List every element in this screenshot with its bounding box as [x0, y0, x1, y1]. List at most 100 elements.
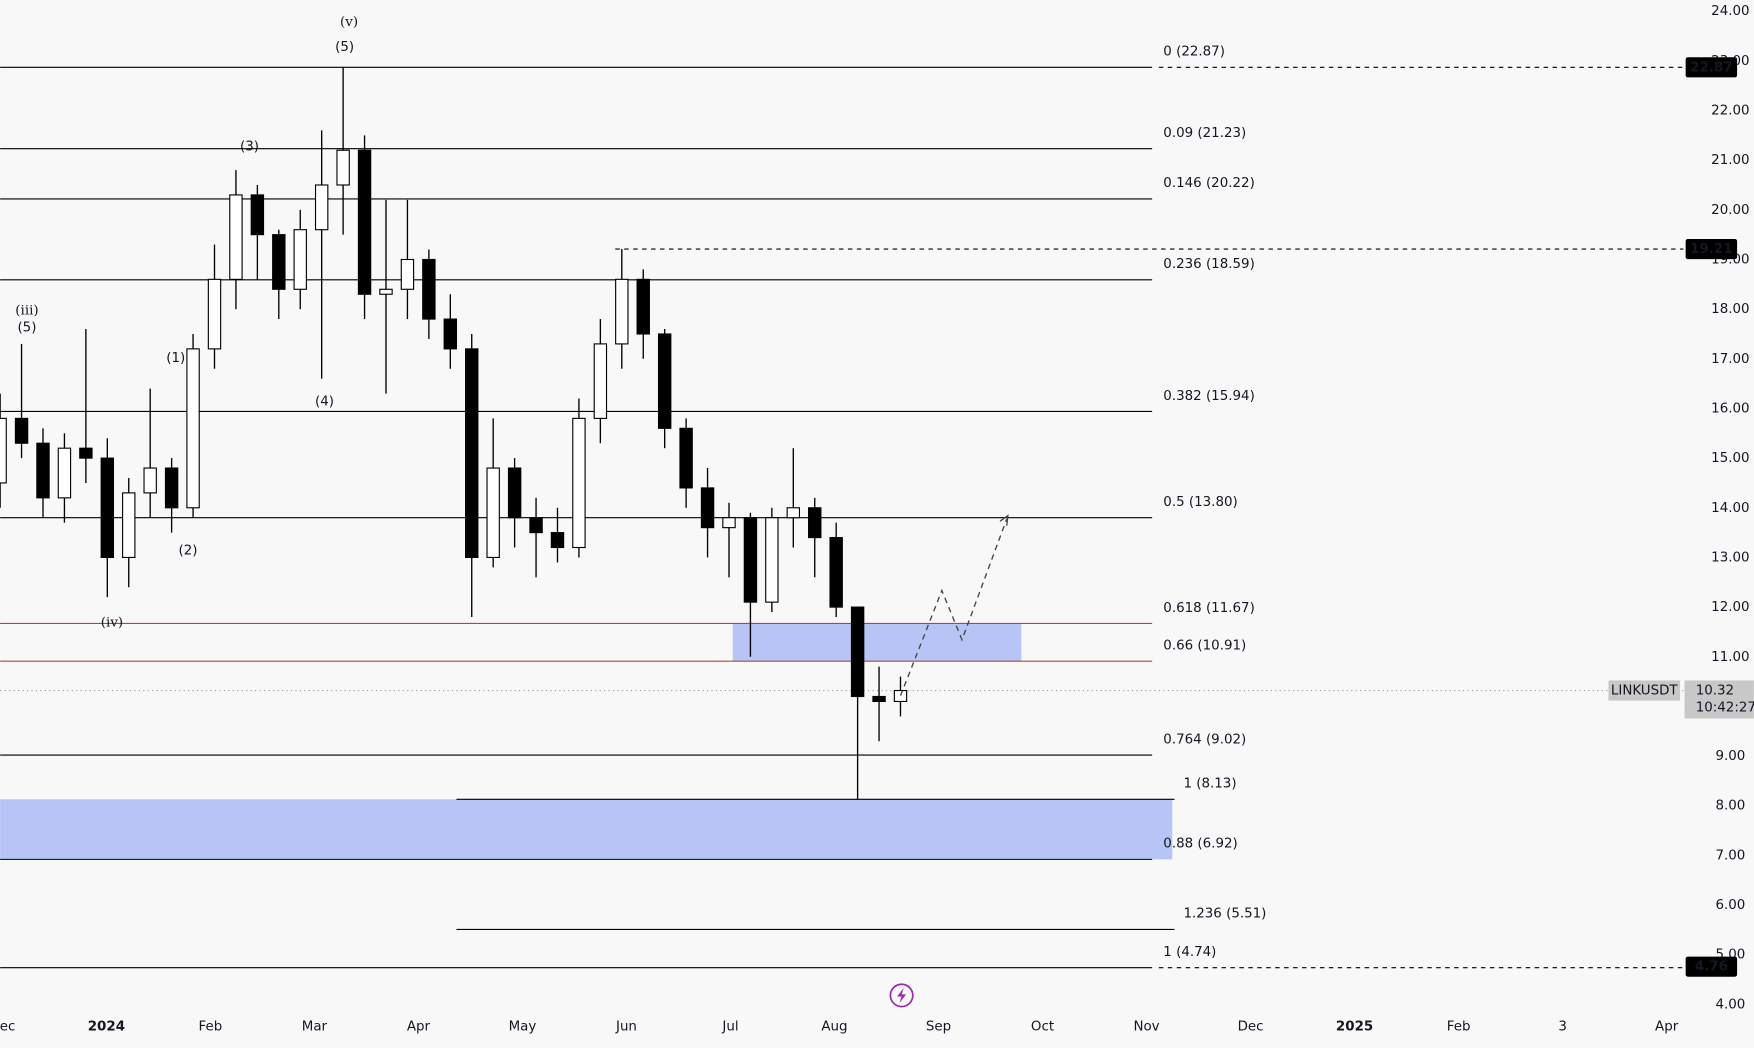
alert-bolt[interactable]	[897, 987, 907, 1004]
candle-body	[400, 258, 415, 290]
y-tick-label: 20.00	[1711, 203, 1749, 218]
candle-body	[507, 467, 522, 519]
wave-label: (5)	[17, 321, 36, 336]
candle-body	[250, 194, 265, 236]
y-tick-label: 6.00	[1715, 898, 1745, 913]
last-price-box	[1684, 680, 1754, 719]
candle-body	[293, 229, 307, 290]
fib-label: 0.146 (20.22)	[1163, 176, 1254, 191]
x-tick-label: 2025	[1336, 1020, 1373, 1035]
candle-body	[893, 689, 908, 703]
candle-body	[379, 288, 393, 295]
candle-body	[529, 517, 543, 534]
y-tick-label: 24.00	[1711, 4, 1749, 19]
candle-body	[872, 695, 886, 703]
x-tick-label: Apr	[407, 1020, 431, 1035]
candle-body	[572, 417, 586, 549]
wave-label: (v)	[340, 15, 358, 30]
candle-body	[679, 427, 693, 489]
x-tick-label: Feb	[1447, 1020, 1471, 1035]
fib-label: 0.236 (18.59)	[1163, 257, 1254, 272]
countdown-label: 10:42:27	[1696, 700, 1754, 715]
candle-body	[615, 278, 629, 345]
candle-body	[465, 348, 479, 559]
symbol-label: LINKUSDT	[1611, 684, 1679, 699]
y-tick-label: 11.00	[1711, 650, 1749, 665]
candle-body	[272, 234, 286, 290]
candle-body	[186, 348, 200, 509]
projection-arrow	[999, 514, 1009, 526]
candle-body	[229, 194, 243, 280]
candle-body	[122, 492, 136, 559]
x-tick-label: Jun	[615, 1020, 637, 1035]
price-tag-box	[1685, 57, 1738, 78]
candle-body	[164, 467, 179, 509]
candle-body	[593, 343, 608, 419]
zone	[732, 623, 1022, 662]
y-tick-label: 12.00	[1711, 600, 1749, 615]
y-tick-label: 14.00	[1711, 501, 1749, 516]
price-tag-box	[1685, 956, 1738, 977]
fib-label: 0.09 (21.23)	[1163, 126, 1246, 141]
x-tick-label: Apr	[1655, 1020, 1679, 1035]
alert-circle[interactable]	[889, 983, 914, 1008]
y-tick-label: 21.00	[1711, 153, 1749, 168]
fib-label: 0 (22.87)	[1163, 45, 1225, 60]
y-tick-label: 16.00	[1711, 401, 1749, 416]
candle-body	[443, 318, 458, 350]
alert-icon[interactable]	[889, 983, 914, 1008]
price-tag-box	[1685, 238, 1738, 260]
fib-label: 1 (4.74)	[1163, 945, 1216, 960]
x-tick-label: Sep	[926, 1020, 951, 1035]
x-tick-label: Dec	[1238, 1020, 1264, 1035]
fib-label: 0.5 (13.80)	[1163, 495, 1237, 510]
candle-body	[207, 278, 222, 350]
fib-label: 0.618 (11.67)	[1163, 601, 1254, 616]
candle-body	[550, 532, 565, 549]
x-tick-label: May	[509, 1020, 537, 1035]
candle-body	[100, 457, 115, 559]
wave-label: (5)	[335, 40, 354, 55]
candle-body	[0, 417, 7, 484]
candle-body	[36, 442, 50, 499]
y-tick-label: 18.00	[1711, 302, 1749, 317]
wave-label: (3)	[240, 140, 259, 155]
projection	[899, 514, 1009, 696]
wave-label: (4)	[315, 395, 334, 410]
candle-body	[743, 517, 758, 603]
x-tick-label: Mar	[302, 1020, 328, 1035]
candle-body	[143, 467, 157, 494]
price-tag-label: 19.21	[1690, 242, 1732, 257]
y-tick-label: 9.00	[1715, 749, 1745, 764]
y-tick-label: 22.00	[1711, 104, 1749, 119]
candle-body	[850, 606, 865, 698]
candle-body	[722, 517, 736, 529]
x-tick-label: Jul	[721, 1020, 738, 1035]
candle-body	[422, 258, 436, 320]
x-tick-label: Feb	[199, 1020, 223, 1035]
candle-body	[765, 517, 779, 603]
candle-body	[700, 487, 715, 529]
wave-label: (2)	[179, 543, 198, 558]
fib-label: 0.88 (6.92)	[1163, 837, 1237, 852]
x-tick-label: Dec	[0, 1020, 15, 1035]
x-tick-label: Aug	[821, 1020, 847, 1035]
wave-label: (1)	[166, 351, 185, 366]
candle-body	[786, 507, 801, 519]
x-tick-label: 2024	[88, 1020, 125, 1035]
wave-label: (iv)	[101, 615, 123, 630]
price-tag-label: 22.87	[1690, 60, 1732, 75]
last-price-label: 10.32	[1696, 684, 1734, 699]
fib-label: 0.382 (15.94)	[1163, 389, 1254, 404]
candle-body	[314, 184, 329, 231]
fib-label: 1 (8.13)	[1183, 777, 1236, 792]
candle-body	[829, 537, 843, 608]
y-tick-label: 4.00	[1715, 997, 1745, 1012]
x-tick-label: 3	[1558, 1020, 1567, 1035]
candle-body	[79, 447, 93, 459]
x-tick-label: Oct	[1031, 1020, 1054, 1035]
y-tick-label: 13.00	[1711, 550, 1749, 565]
